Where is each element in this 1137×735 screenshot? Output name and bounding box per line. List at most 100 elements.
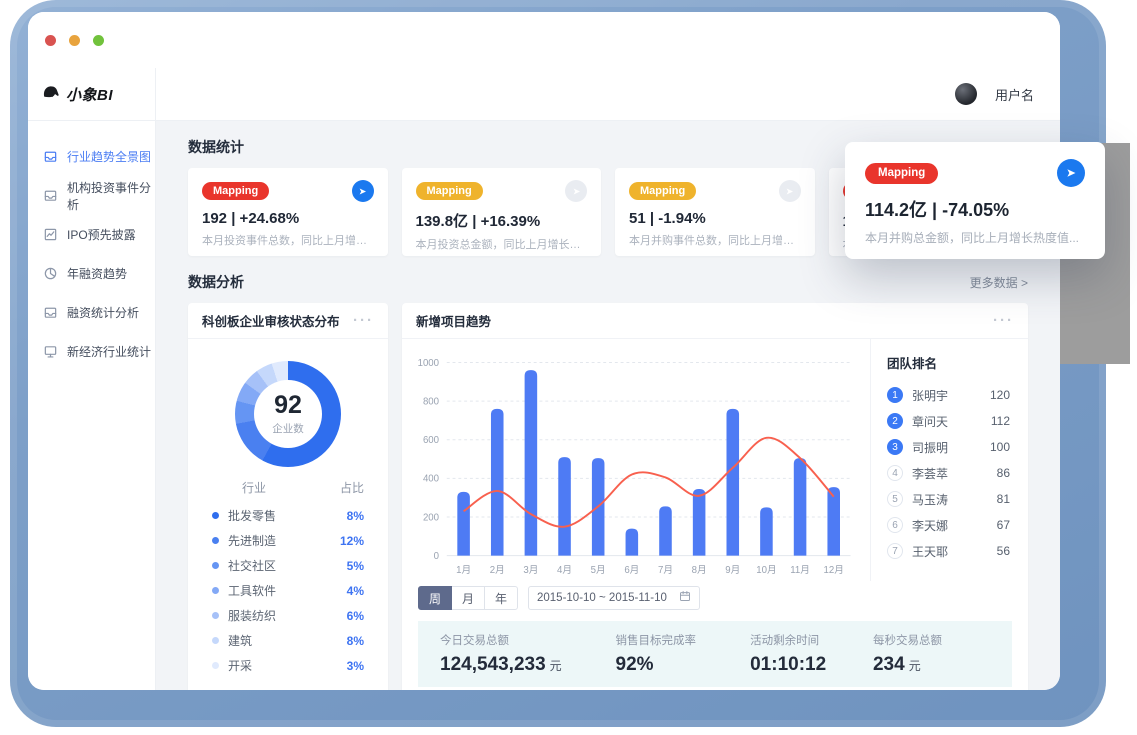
legend-row: 先进制造 12% (212, 528, 364, 553)
bar-line-chart: 0 200 400 600 800 1000 1月 2月 3月 4月 5月 6月 7月 8月 9月 10月 11… (402, 339, 870, 581)
svg-text:400: 400 (423, 474, 439, 485)
legend-col-percent: 占比 (339, 481, 364, 495)
analysis-header-row: 数据分析 更多数据 > (188, 272, 1028, 292)
legend-percent-value: 12% (339, 533, 364, 548)
stats-section-title: 数据统计 (188, 139, 244, 155)
rank-score: 56 (996, 544, 1010, 558)
svg-text:5月: 5月 (591, 565, 606, 576)
svg-text:4月: 4月 (557, 565, 572, 576)
svg-text:800: 800 (423, 396, 439, 407)
donut-center-label: 企业数 (272, 422, 304, 435)
svg-text:9月: 9月 (725, 565, 740, 576)
rank-score: 86 (996, 466, 1010, 480)
username-label: 用户名 (994, 87, 1034, 103)
legend-industry-name: 批发零售 (228, 509, 277, 523)
more-menu-icon[interactable]: ··· (353, 311, 374, 329)
date-range-value: 2015-10-10 ~ 2015-11-10 (537, 592, 667, 604)
more-data-link[interactable]: 更多数据 > (969, 275, 1028, 290)
zoom-traffic-dot[interactable] (93, 34, 104, 46)
stat-card-value: 139.8亿 | +16.39% (415, 213, 541, 230)
rank-score: 67 (996, 518, 1010, 532)
stat-card: Mapping 192 | +24.68% 本月投资事件总数，同比上月增长热度值..… (188, 168, 388, 256)
legend-percent-value: 6% (346, 608, 364, 623)
ranking-row: 2 章问天 112 (887, 408, 1010, 434)
sidebar-item-label: 机构投资事件分析 (67, 180, 152, 212)
ranking-row: 5 马玉涛 81 (887, 486, 1010, 512)
content-area: 数据统计 Mapping 192 | +24.68% 本月投资事件总数，同比上月增长… (156, 121, 1060, 690)
sidebar-item-行业趋势全景图[interactable]: 行业趋势全景图 (28, 137, 155, 176)
rank-score: 112 (990, 414, 1010, 428)
bar-line-chart-svg: 0 200 400 600 800 1000 1月 2月 3月 4月 5月 6月 7月 8月 9月 10月 11… (418, 358, 851, 576)
send-arrow-button[interactable] (351, 180, 374, 202)
sidebar-item-机构投资事件分析[interactable]: 机构投资事件分析 (28, 176, 155, 215)
bottom-stat: 销售目标完成率 92% (616, 632, 751, 676)
date-range-input[interactable]: 2015-10-10 ~ 2015-11-10 (528, 586, 700, 610)
mapping-badge: Mapping (202, 182, 270, 200)
bottom-stat-value: 234 元 (872, 654, 921, 675)
sidebar-item-IPO预先披露[interactable]: IPO预先披露 (28, 215, 155, 254)
brand-logo: 小象BI (28, 68, 155, 121)
analysis-section-title: 数据分析 (188, 274, 244, 290)
close-traffic-dot[interactable] (45, 34, 56, 46)
legend-dot-icon (212, 612, 219, 619)
send-arrow-button[interactable] (778, 180, 801, 202)
bottom-stat: 今日交易总额 124,543,233 元 (440, 632, 616, 676)
send-arrow-button[interactable] (565, 180, 587, 202)
svg-text:10月: 10月 (756, 565, 776, 576)
charts-row: 科创板企业审核状态分布 ··· 92 企业数 (188, 303, 1028, 690)
legend-percent-value: 3% (346, 658, 364, 673)
svg-text:12月: 12月 (824, 565, 844, 576)
sidebar-item-融资统计分析[interactable]: 融资统计分析 (28, 293, 155, 332)
legend-col-industry: 行业 (242, 481, 267, 495)
period-tab-年[interactable]: 年 (484, 586, 518, 610)
elephant-logo-icon (41, 82, 61, 107)
rank-score: 120 (989, 388, 1010, 402)
floating-card-description: 本月并购总金额，同比上月增长热度值... (865, 231, 1080, 245)
donut-chart: 92 企业数 (235, 361, 341, 467)
svg-text:200: 200 (423, 512, 439, 523)
bottom-stats-band: 今日交易总额 124,543,233 元 销售目标完成率 92% 活动剩余时间 01:10:… (418, 621, 1012, 687)
period-tab-月[interactable]: 月 (451, 586, 485, 610)
sidebar-item-年融资趋势[interactable]: 年融资趋势 (28, 254, 155, 293)
rank-number-badge: 6 (887, 517, 903, 533)
legend-industry-name: 开采 (228, 659, 253, 673)
inbox-icon (43, 149, 58, 164)
bottom-stat: 活动剩余时间 01:10:12 (750, 632, 873, 676)
floating-card-top: Mapping (865, 159, 1085, 187)
stat-card-top: Mapping (629, 180, 801, 202)
line-chart-icon (43, 227, 58, 242)
legend-percent-value: 8% (346, 633, 364, 648)
legend-industry-name: 服装纺织 (228, 609, 277, 623)
bottom-stat-value: 124,543,233 元 (440, 654, 562, 675)
rank-member-name: 司振明 (912, 440, 949, 455)
mapping-badge: Mapping (865, 162, 939, 184)
svg-text:6月: 6月 (624, 565, 639, 576)
legend-industry-name: 工具软件 (228, 584, 277, 598)
user-avatar[interactable] (954, 83, 977, 105)
rank-number-badge: 5 (887, 491, 903, 507)
bottom-stat-value: 92% (615, 654, 654, 675)
send-arrow-button[interactable] (1057, 159, 1085, 187)
bottom-stat-label: 每秒交易总额 (872, 635, 942, 647)
top-header: 用户名 (156, 68, 1060, 121)
svg-text:1000: 1000 (418, 358, 439, 369)
rank-member-name: 李天娜 (912, 518, 949, 533)
sidebar-item-新经济行业统计[interactable]: 新经济行业统计 (28, 332, 155, 371)
stat-card-description: 本月投资事件总数，同比上月增长热度值... (202, 235, 374, 247)
stat-card-value: 51 | -1.94% (629, 210, 706, 227)
window-titlebar (28, 12, 1060, 68)
svg-text:11月: 11月 (790, 565, 810, 576)
bar-card-body: 0 200 400 600 800 1000 1月 2月 3月 4月 5月 6月 7月 8月 9月 10月 11… (402, 339, 1028, 581)
svg-text:7月: 7月 (658, 565, 673, 576)
svg-text:2月: 2月 (490, 565, 505, 576)
donut-card-title: 科创板企业审核状态分布 (202, 315, 340, 329)
sidebar-item-label: 融资统计分析 (67, 306, 140, 320)
period-tab-周[interactable]: 周 (418, 586, 452, 610)
rank-number-badge: 1 (887, 387, 903, 403)
header-right: 用户名 (919, 83, 1034, 105)
inbox-icon (43, 188, 58, 203)
bottom-stat-value: 01:10:12 (750, 654, 827, 675)
minimize-traffic-dot[interactable] (69, 34, 80, 46)
more-menu-icon[interactable]: ··· (993, 311, 1014, 329)
stat-card-description: 本月投资总金额，同比上月增长热度值... (415, 239, 588, 251)
